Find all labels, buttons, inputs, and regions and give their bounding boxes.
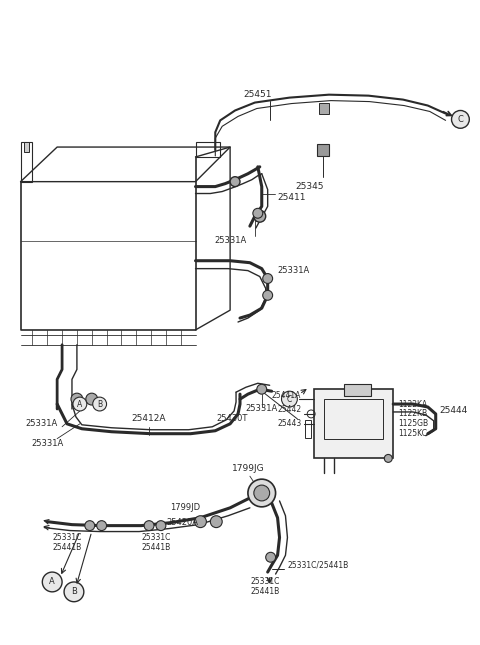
Text: 25331C: 25331C — [141, 533, 171, 542]
Circle shape — [452, 110, 469, 128]
Circle shape — [210, 516, 222, 528]
Circle shape — [156, 521, 166, 531]
Circle shape — [144, 521, 154, 531]
Circle shape — [263, 290, 273, 301]
Circle shape — [194, 516, 206, 528]
Text: 25331C/25441B: 25331C/25441B — [288, 561, 348, 570]
Bar — [319, 103, 329, 114]
Circle shape — [248, 479, 276, 507]
Bar — [314, 389, 393, 459]
Text: 25430T: 25430T — [216, 414, 248, 423]
Text: 25441B: 25441B — [250, 588, 279, 597]
Circle shape — [263, 273, 273, 283]
Text: A: A — [77, 399, 83, 408]
Text: 25451: 25451 — [243, 90, 272, 99]
Bar — [24, 142, 29, 152]
Text: 25331C: 25331C — [250, 577, 279, 586]
Circle shape — [96, 521, 107, 531]
Bar — [344, 384, 372, 396]
Circle shape — [253, 208, 263, 218]
Text: C: C — [457, 115, 463, 124]
Text: 25444: 25444 — [440, 406, 468, 415]
Bar — [317, 144, 329, 156]
Text: 25331C: 25331C — [52, 533, 82, 542]
Bar — [324, 399, 384, 439]
Text: 25411: 25411 — [277, 193, 306, 202]
Text: 25441B: 25441B — [52, 543, 82, 552]
Text: A: A — [49, 577, 55, 586]
Text: 25412A: 25412A — [132, 414, 166, 423]
Circle shape — [254, 210, 266, 222]
Circle shape — [64, 582, 84, 602]
Circle shape — [257, 384, 267, 394]
Circle shape — [85, 521, 95, 531]
Text: 1125GB: 1125GB — [398, 419, 428, 428]
Text: B: B — [71, 588, 77, 597]
Circle shape — [71, 393, 83, 405]
Text: 25442: 25442 — [277, 406, 301, 415]
Circle shape — [254, 485, 270, 501]
Text: 25331A: 25331A — [277, 266, 310, 275]
Text: 1799JD: 1799JD — [170, 503, 201, 512]
Text: 25331A: 25331A — [25, 419, 57, 428]
Text: C: C — [287, 395, 292, 404]
Text: 25420A: 25420A — [167, 518, 199, 527]
Circle shape — [281, 392, 297, 407]
Text: 25441B: 25441B — [141, 543, 170, 552]
Circle shape — [73, 397, 87, 411]
Text: 25331A: 25331A — [246, 404, 278, 413]
Bar — [195, 142, 220, 157]
Circle shape — [93, 397, 107, 411]
Text: 25331A: 25331A — [214, 237, 246, 246]
Circle shape — [42, 572, 62, 592]
Circle shape — [86, 393, 97, 405]
Text: 1125KC: 1125KC — [398, 429, 427, 438]
Bar — [21, 142, 33, 182]
Circle shape — [230, 177, 240, 186]
Circle shape — [384, 455, 392, 462]
Text: 25345: 25345 — [295, 182, 324, 191]
Text: 25331A: 25331A — [31, 439, 63, 448]
Text: 1122KB: 1122KB — [398, 410, 427, 419]
Text: 1799JG: 1799JG — [231, 464, 264, 473]
Text: B: B — [97, 399, 102, 408]
Bar — [305, 420, 311, 438]
Text: 25441A: 25441A — [272, 391, 301, 400]
Circle shape — [266, 552, 276, 562]
Text: 25443: 25443 — [277, 419, 301, 428]
Text: 1122KA: 1122KA — [398, 399, 427, 408]
